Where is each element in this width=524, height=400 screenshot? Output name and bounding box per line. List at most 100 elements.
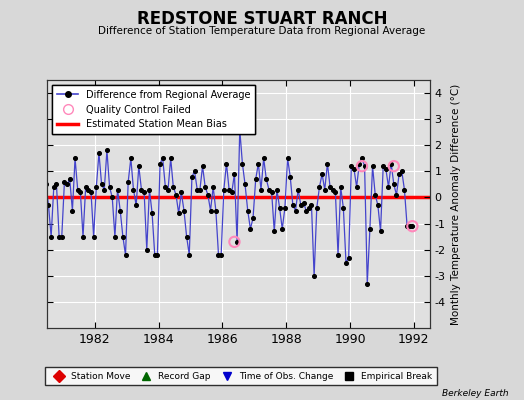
Point (153, 252, 161, 258)
Point (310, 272, 318, 279)
Point (193, 186, 201, 193)
Point (190, 168, 199, 174)
Point (291, 207, 300, 214)
Point (265, 186, 273, 193)
Point (267, 189, 276, 196)
Point (326, 184, 334, 190)
Point (246, 226, 255, 232)
Point (129, 186, 138, 193)
Point (97, 181, 106, 188)
Legend: Station Move, Record Gap, Time of Obs. Change, Empirical Break: Station Move, Record Gap, Time of Obs. C… (46, 368, 436, 386)
Point (164, 186, 172, 193)
Point (286, 173, 294, 180)
Point (374, 202, 382, 208)
Point (174, 210, 183, 216)
Point (182, 234, 191, 240)
Point (259, 155, 268, 162)
Point (230, 239, 238, 245)
Point (148, 210, 156, 216)
Point (159, 155, 167, 162)
Point (45, 202, 53, 208)
Point (180, 207, 188, 214)
Point (60, 179, 69, 185)
Point (294, 186, 302, 193)
Point (39, 147, 47, 154)
Point (302, 207, 310, 214)
Point (408, 223, 417, 229)
Point (339, 205, 347, 211)
Point (36, 181, 45, 188)
Point (172, 192, 180, 198)
Point (392, 192, 401, 198)
Point (55, 234, 63, 240)
Point (199, 163, 207, 169)
Point (28, 215, 37, 222)
Point (390, 163, 398, 169)
Point (68, 207, 77, 214)
Point (105, 184, 114, 190)
Point (111, 234, 119, 240)
Point (108, 194, 116, 201)
Point (137, 186, 146, 193)
Point (71, 155, 79, 162)
Point (95, 150, 103, 156)
Point (318, 171, 326, 177)
Point (406, 223, 414, 229)
Point (281, 205, 289, 211)
Point (390, 181, 398, 188)
Point (379, 163, 387, 169)
Point (331, 189, 340, 196)
Point (143, 246, 151, 253)
Point (66, 176, 74, 182)
Point (113, 186, 122, 193)
Point (84, 186, 93, 193)
Point (73, 186, 82, 193)
Point (262, 176, 270, 182)
Text: Difference of Station Temperature Data from Regional Average: Difference of Station Temperature Data f… (99, 26, 425, 36)
Point (353, 184, 361, 190)
Point (145, 186, 154, 193)
Point (103, 147, 111, 154)
Point (185, 252, 193, 258)
Point (58, 234, 66, 240)
Point (249, 215, 257, 222)
Point (150, 252, 159, 258)
Point (227, 189, 236, 196)
Point (254, 160, 263, 167)
Point (384, 184, 392, 190)
Point (230, 171, 238, 177)
Point (297, 202, 305, 208)
Point (188, 173, 196, 180)
Point (135, 163, 143, 169)
Text: REDSTONE STUART RANCH: REDSTONE STUART RANCH (137, 10, 387, 28)
Point (344, 254, 353, 261)
Point (34, 176, 42, 182)
Point (361, 163, 369, 169)
Point (358, 155, 366, 162)
Point (100, 186, 108, 193)
Point (236, 126, 244, 133)
Point (50, 184, 58, 190)
Point (278, 226, 287, 232)
Point (257, 186, 265, 193)
Point (241, 181, 249, 188)
Point (127, 155, 135, 162)
Point (196, 186, 204, 193)
Point (169, 184, 178, 190)
Point (244, 207, 252, 214)
Point (217, 252, 225, 258)
Point (132, 202, 140, 208)
Text: Berkeley Earth: Berkeley Earth (442, 389, 508, 398)
Point (161, 184, 170, 190)
Point (304, 205, 313, 211)
Point (403, 223, 411, 229)
Point (177, 189, 185, 196)
Point (116, 207, 124, 214)
Point (90, 234, 98, 240)
Point (63, 181, 71, 188)
Point (225, 186, 233, 193)
Point (87, 189, 95, 196)
Point (156, 160, 164, 167)
Point (238, 160, 247, 167)
Point (321, 186, 329, 193)
